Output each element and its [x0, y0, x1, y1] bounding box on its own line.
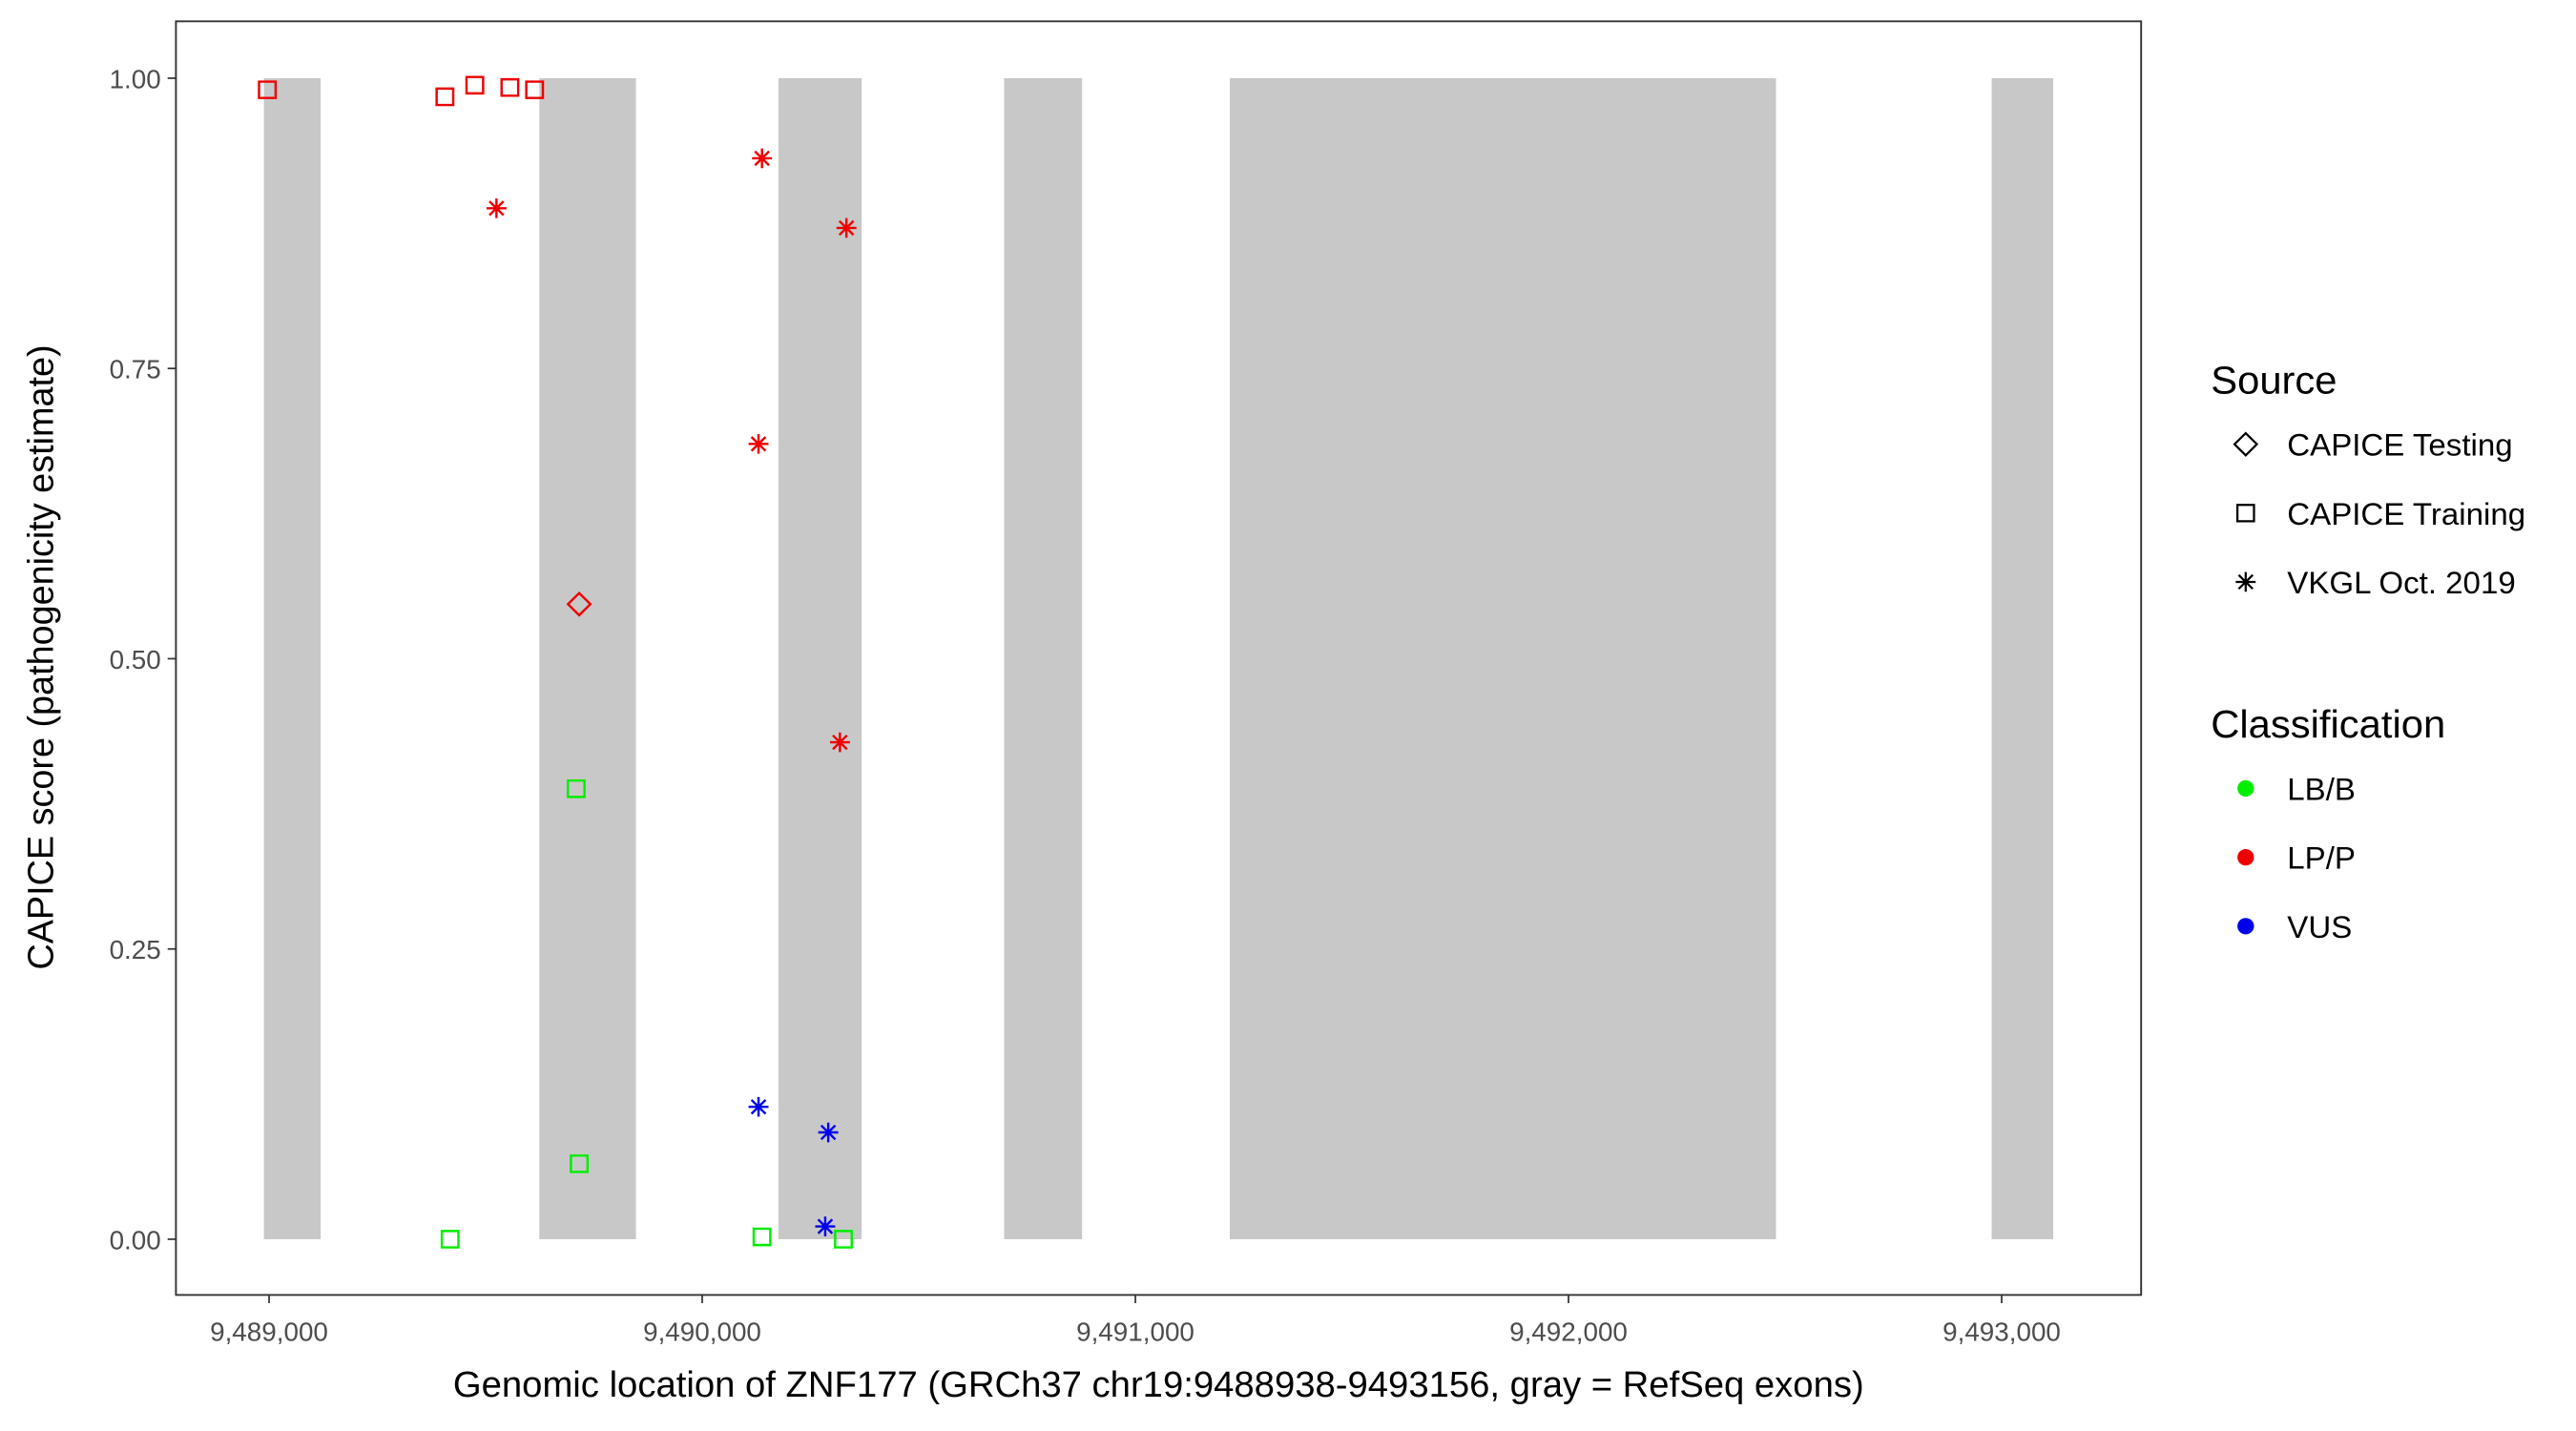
point — [815, 1216, 836, 1236]
point — [566, 591, 592, 617]
exon — [263, 77, 322, 1239]
point — [834, 1230, 853, 1249]
point — [500, 77, 520, 97]
y-tick-label: 1.00 — [110, 64, 161, 93]
y-tick-label: 0.25 — [110, 935, 161, 964]
y-tick-label: 0.00 — [110, 1225, 161, 1255]
x-axis-title: Genomic location of ZNF177 (GRCh37 chr19… — [453, 1365, 1864, 1405]
legend-title: Source — [2211, 358, 2337, 403]
legend-label: CAPICE Training — [2287, 496, 2525, 531]
point — [566, 778, 586, 798]
point — [486, 197, 507, 218]
point — [465, 75, 485, 95]
point — [258, 80, 278, 99]
point — [836, 218, 857, 238]
point — [752, 148, 773, 169]
legend-label: CAPICE Testing — [2287, 427, 2512, 463]
exon — [1004, 77, 1083, 1239]
y-tick-label: 0.50 — [110, 645, 161, 674]
x-tick-label: 9,489,000 — [210, 1317, 328, 1347]
legend-symbol — [2237, 779, 2254, 798]
point — [829, 732, 850, 753]
point — [748, 1096, 769, 1117]
legend-label: LP/P — [2287, 840, 2356, 876]
point — [748, 434, 769, 454]
exon — [1991, 77, 2054, 1239]
exon — [778, 77, 862, 1239]
legend-symbol — [2237, 849, 2254, 866]
point — [570, 1154, 589, 1173]
point — [752, 1227, 772, 1247]
legend-title: Classification — [2211, 701, 2445, 746]
panel-border — [175, 20, 2143, 1296]
legend-label: VUS — [2287, 909, 2352, 944]
legend-symbol — [2235, 504, 2255, 523]
legend-label: LB/B — [2287, 772, 2356, 807]
exon — [539, 77, 636, 1239]
point — [525, 80, 545, 99]
x-tick-label: 9,491,000 — [1076, 1317, 1195, 1347]
legend-symbol — [2233, 431, 2259, 457]
y-axis-title: CAPICE score (pathogenicity estimate) — [21, 344, 61, 969]
x-tick-label: 9,492,000 — [1509, 1317, 1628, 1347]
point — [440, 1230, 460, 1249]
point — [818, 1122, 839, 1143]
x-tick-label: 9,493,000 — [1942, 1317, 2061, 1347]
legend-label: VKGL Oct. 2019 — [2287, 565, 2515, 600]
legend-symbol — [2237, 918, 2254, 935]
y-tick-label: 0.75 — [110, 355, 161, 384]
x-tick-label: 9,490,000 — [643, 1317, 761, 1347]
legend-symbol — [2235, 571, 2256, 592]
exon — [1229, 77, 1776, 1239]
point — [435, 87, 455, 107]
